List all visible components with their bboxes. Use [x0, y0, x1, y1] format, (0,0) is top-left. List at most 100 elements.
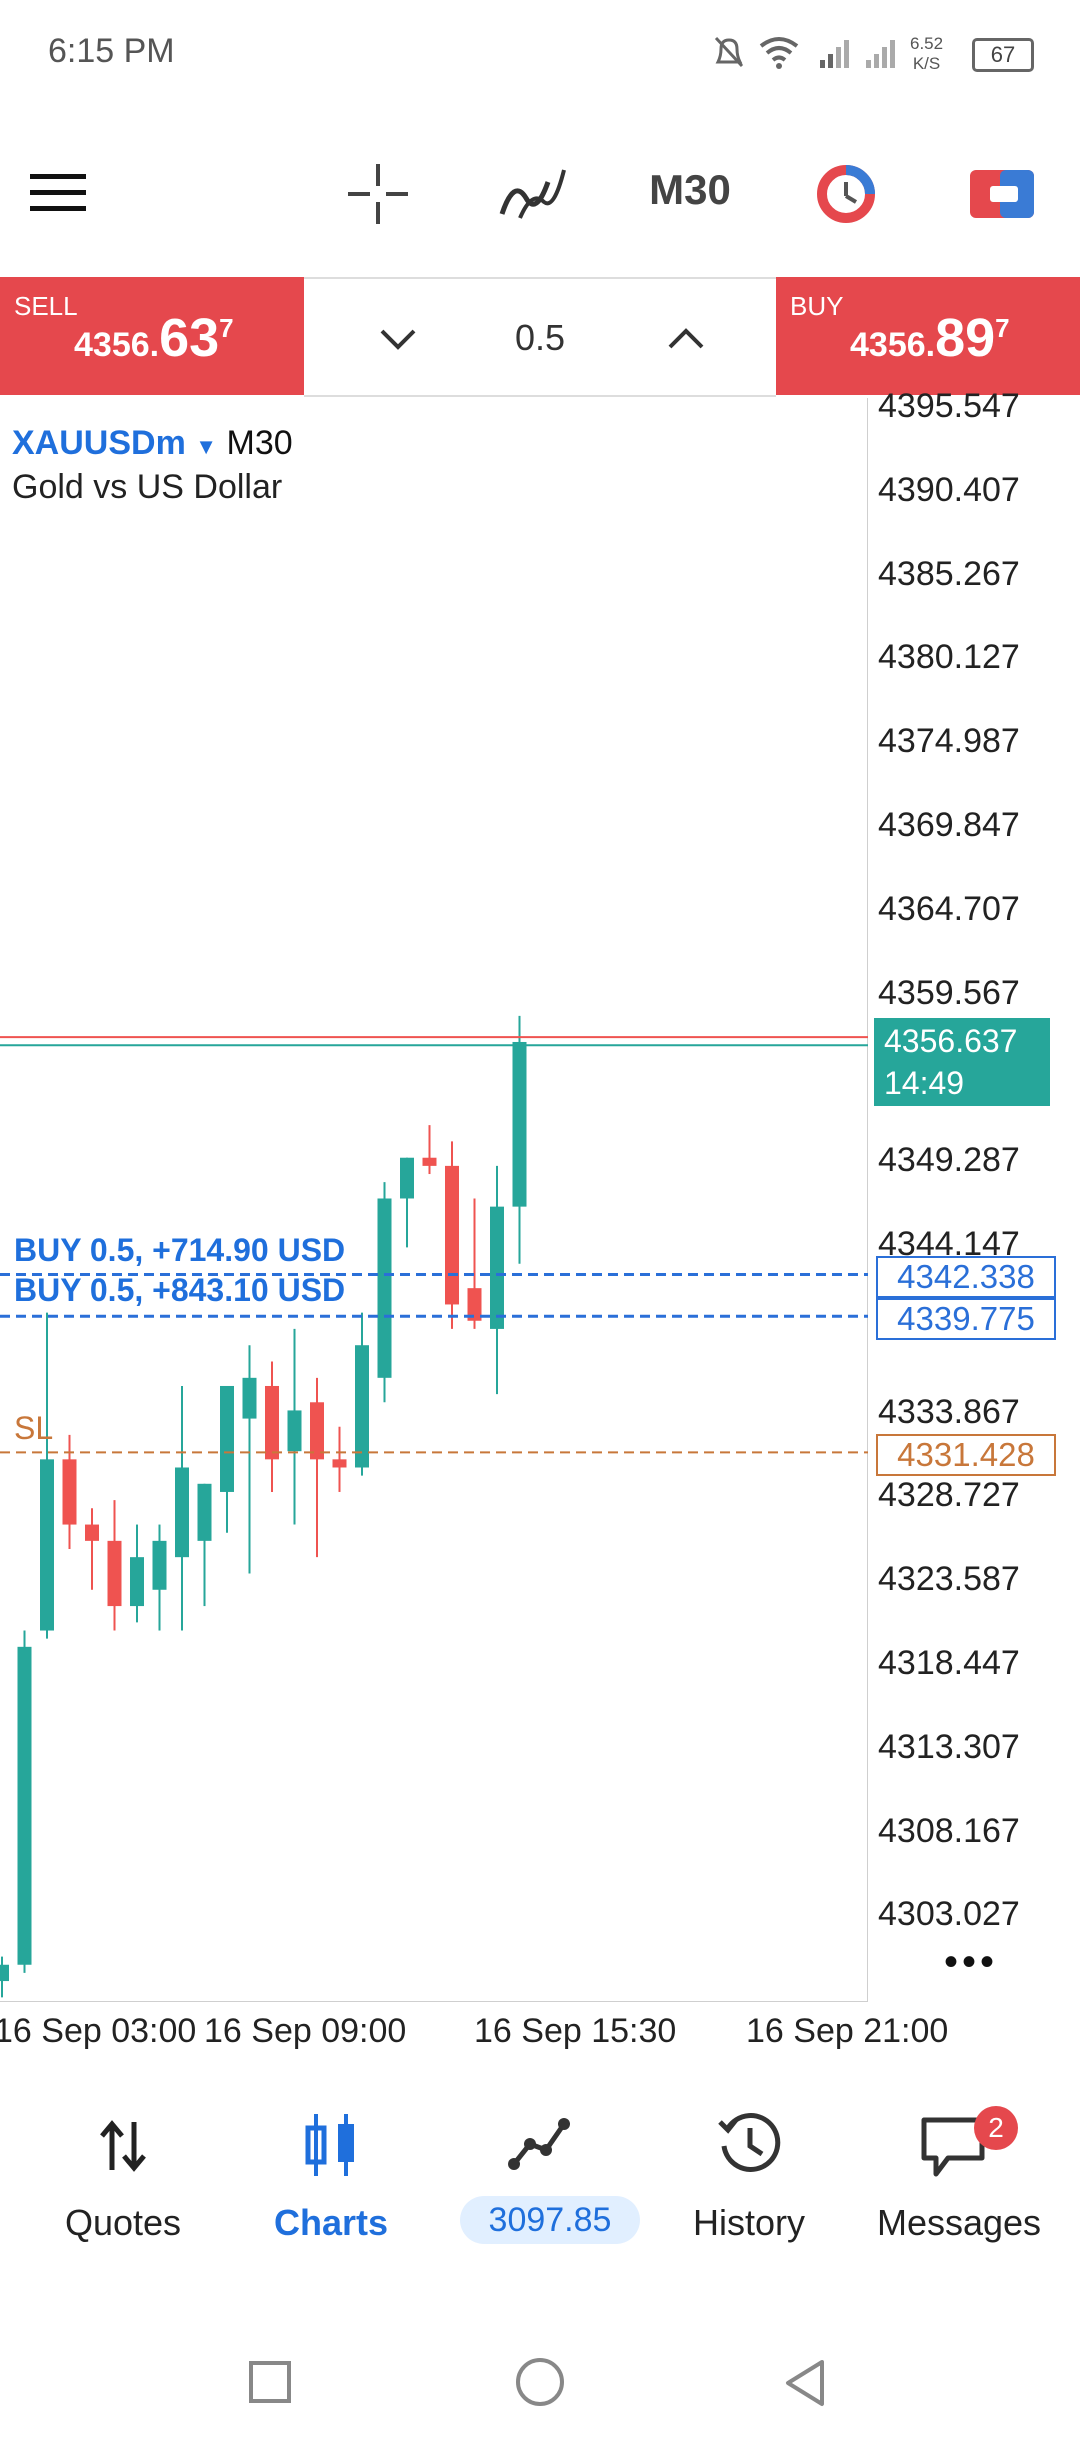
candle-body: [265, 1385, 279, 1460]
candle-body: [512, 1041, 527, 1207]
buy-price-prefix: 4356.: [850, 326, 936, 364]
candle: [377, 1182, 392, 1403]
symbol-selector[interactable]: XAUUSDm ▼ M30: [12, 424, 293, 463]
history-clock-icon: [718, 2113, 781, 2172]
candle-body: [175, 1467, 189, 1558]
trade-icon[interactable]: [814, 162, 878, 226]
symbol-description: Gold vs US Dollar: [12, 468, 283, 506]
one-click-icon[interactable]: [970, 170, 1034, 218]
candle: [40, 1312, 54, 1639]
candle-body: [152, 1540, 167, 1590]
candle-body: [17, 1646, 32, 1965]
y-axis-tick: 4303.027: [878, 1895, 1020, 1934]
candlestick-chart[interactable]: [0, 398, 868, 2002]
current-price: 4356.637: [884, 1023, 1018, 1059]
x-axis-tick: 16 Sep 21:00: [746, 2012, 949, 2050]
net-speed-unit: K/S: [912, 54, 941, 73]
candle: [220, 1385, 234, 1533]
trade-chart-icon: [508, 2118, 570, 2170]
symbol-dropdown-icon[interactable]: ▼: [195, 434, 218, 459]
timeframe-button[interactable]: M30: [649, 166, 731, 213]
candle-body: [445, 1165, 459, 1305]
lot-decrease-chevron-down-icon[interactable]: [378, 325, 418, 353]
y-axis-tick: 4369.847: [878, 806, 1020, 844]
candle-body: [220, 1385, 234, 1492]
y-axis-tick: 4385.267: [878, 554, 1020, 593]
position-label[interactable]: BUY 0.5, +843.10 USD: [14, 1272, 346, 1308]
buy-price-sup: 7: [995, 313, 1010, 343]
crosshair-icon[interactable]: [346, 162, 410, 226]
candle-body: [355, 1345, 369, 1468]
buy-price: 4356.897: [850, 307, 1010, 369]
chart-area[interactable]: [0, 398, 868, 2002]
candle: [130, 1524, 144, 1623]
y-axis-tick: 4374.987: [878, 722, 1020, 761]
position-label[interactable]: BUY 0.5, +714.90 USD: [14, 1232, 346, 1268]
charts-candles-icon: [305, 2114, 354, 2176]
symbol-name[interactable]: XAUUSDm: [12, 424, 186, 462]
candle: [85, 1508, 99, 1590]
wifi-icon: [759, 37, 799, 69]
nav-charts-label: Charts: [273, 2202, 389, 2243]
candle-body: [287, 1410, 302, 1452]
candle-body: [242, 1377, 257, 1419]
lot-increase-chevron-up-icon[interactable]: [666, 325, 706, 353]
candle-body: [85, 1524, 99, 1541]
candle: [62, 1434, 77, 1550]
candle-body: [40, 1459, 54, 1631]
y-axis-tick: 4390.407: [878, 470, 1020, 509]
recents-square-icon[interactable]: [248, 2360, 292, 2404]
candle-body: [490, 1206, 504, 1329]
more-options-icon[interactable]: •••: [944, 1940, 999, 1984]
sell-button[interactable]: SELL 4356.637: [0, 277, 304, 395]
candle-body: [0, 1964, 9, 1982]
candle: [422, 1125, 437, 1175]
candle-body: [332, 1459, 347, 1468]
y-axis-tick: 4395.547: [878, 387, 1020, 425]
sl-label[interactable]: SL: [14, 1410, 54, 1446]
messages-badge: 2: [974, 2106, 1018, 2150]
y-axis-tick: 4364.707: [878, 889, 1020, 928]
candle-body: [130, 1557, 144, 1607]
signal-icon: [820, 40, 849, 68]
candle: [467, 1198, 482, 1329]
buy-button[interactable]: BUY 4356.897: [776, 277, 1080, 395]
battery-level: 67: [990, 42, 1016, 67]
candle: [265, 1361, 279, 1492]
candle: [17, 1630, 32, 1973]
mute-bell-icon: [714, 36, 744, 68]
home-circle-icon[interactable]: [514, 2356, 566, 2408]
candle: [355, 1312, 369, 1476]
candle: [0, 1956, 9, 1998]
sell-price-big: 63: [159, 308, 220, 368]
menu-icon[interactable]: [30, 172, 86, 214]
y-axis-tick: 4333.867: [878, 1392, 1020, 1431]
candle: [490, 1165, 504, 1395]
nav-messages-label: Messages: [876, 2202, 1042, 2243]
y-axis-tick: 4318.447: [878, 1644, 1020, 1682]
bar-countdown: 14:49: [884, 1065, 965, 1101]
position-price-box: 4342.338: [876, 1256, 1056, 1298]
sell-price-sup: 7: [219, 313, 234, 343]
nav-quotes-label: Quotes: [64, 2202, 182, 2243]
x-axis-tick: 16 Sep 15:30: [474, 2012, 677, 2050]
candle: [152, 1524, 167, 1631]
status-time: 6:15 PM: [48, 32, 175, 70]
candle: [287, 1328, 302, 1525]
candle-body: [107, 1540, 122, 1607]
candle: [175, 1385, 189, 1631]
y-axis-tick: 4380.127: [878, 638, 1020, 677]
candle-body: [467, 1288, 482, 1321]
back-triangle-icon[interactable]: [782, 2358, 826, 2408]
buy-price-big: 89: [935, 308, 996, 368]
indicators-icon[interactable]: [498, 160, 568, 226]
lot-size-control: 0.5: [304, 277, 776, 397]
quotes-arrows-icon: [100, 2120, 146, 2172]
y-axis-tick: 4328.727: [878, 1476, 1020, 1515]
y-axis-tick: 4323.587: [878, 1560, 1020, 1599]
lot-size-value[interactable]: 0.5: [514, 317, 566, 358]
y-axis-tick: 4349.287: [878, 1141, 1020, 1180]
candle: [310, 1377, 324, 1558]
nav-history-label: History: [692, 2202, 805, 2243]
sell-price-prefix: 4356.: [74, 326, 160, 364]
